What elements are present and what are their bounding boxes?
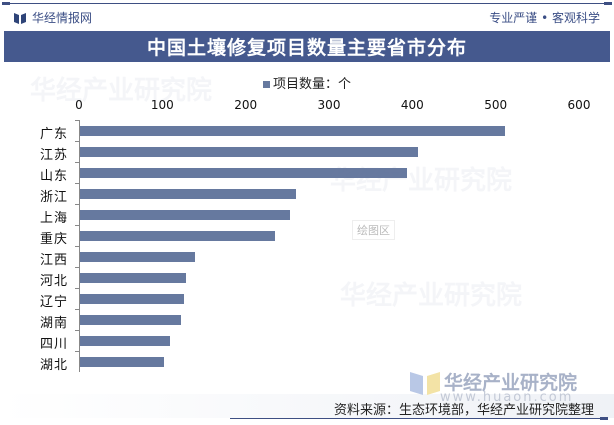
brand: 华经情报网	[14, 9, 92, 26]
x-tick-label: 0	[75, 98, 83, 112]
y-tick-mark	[75, 330, 79, 331]
bar[interactable]	[80, 188, 296, 199]
slogan: 专业严谨 • 客观科学	[489, 11, 600, 25]
x-tick-label: 100	[150, 98, 174, 112]
y-tick-mark	[75, 141, 79, 142]
source-note: 资料来源：生态环境部，华经产业研究院整理	[333, 403, 594, 418]
y-tick-mark	[75, 309, 79, 310]
category-label: 江西	[40, 252, 69, 268]
chart-title: 中国土壤修复项目数量主要省市分布	[146, 37, 467, 59]
bar[interactable]	[80, 335, 170, 346]
y-tick-mark	[75, 162, 79, 163]
category-label: 湖南	[40, 315, 69, 331]
y-tick-mark	[75, 246, 79, 247]
watermark-logo-name: 华经产业研究院	[444, 372, 578, 394]
x-tick-label: 600	[567, 98, 591, 112]
watermark-text: 华经产业研究院	[340, 281, 523, 311]
x-tick-label: 300	[317, 98, 341, 112]
category-label: 上海	[40, 210, 69, 226]
x-tick-label: 400	[400, 98, 424, 112]
x-tick-label: 500	[484, 98, 508, 112]
plot-area-tooltip: 绘图区	[352, 220, 395, 240]
bar[interactable]	[80, 230, 275, 241]
bar[interactable]	[80, 272, 186, 283]
y-tick-mark	[75, 120, 79, 121]
category-label: 辽宁	[40, 294, 69, 310]
category-label: 湖北	[40, 357, 69, 373]
legend-swatch-icon	[262, 81, 270, 88]
category-label: 四川	[40, 336, 69, 352]
watermark-text: 华经产业研究院	[330, 166, 513, 196]
category-label: 浙江	[40, 189, 69, 205]
category-label: 重庆	[40, 231, 69, 247]
top-divider	[2, 2, 612, 5]
y-tick-mark	[75, 288, 79, 289]
category-label: 广东	[40, 126, 69, 142]
bar[interactable]	[80, 293, 185, 304]
bar[interactable]	[80, 167, 407, 178]
y-tick-mark	[75, 225, 79, 226]
x-tick-label: 200	[234, 98, 258, 112]
legend: 项目数量：个	[0, 73, 614, 92]
category-label: 河北	[40, 273, 69, 289]
bar[interactable]	[80, 356, 165, 367]
watermark-url: www.huaon.com	[440, 390, 574, 405]
brand-name: 华经情报网	[32, 11, 93, 25]
bar[interactable]	[80, 251, 195, 262]
bar[interactable]	[80, 209, 290, 220]
category-label: 山东	[40, 168, 69, 184]
y-axis-line	[79, 120, 80, 372]
category-label: 江苏	[40, 147, 69, 163]
brand-logo-icon	[14, 12, 26, 24]
huaon-logo-icon	[410, 371, 440, 395]
y-tick-mark	[75, 183, 79, 184]
y-tick-mark	[75, 267, 79, 268]
bottom-divider	[230, 417, 608, 420]
bar[interactable]	[80, 314, 181, 325]
legend-label: 项目数量：个	[272, 77, 351, 92]
bar[interactable]	[80, 146, 419, 157]
watermark-logo: 华经产业研究院	[410, 368, 577, 395]
chart-title-bar: 中国土壤修复项目数量主要省市分布	[4, 31, 610, 62]
y-tick-mark	[75, 351, 79, 352]
source-band	[0, 394, 614, 418]
y-tick-mark	[75, 204, 79, 205]
bar[interactable]	[80, 125, 505, 136]
